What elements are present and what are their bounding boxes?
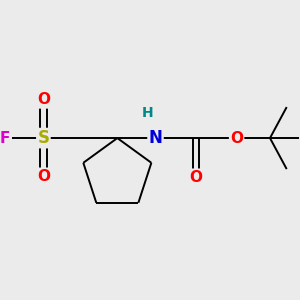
Text: N: N [148,129,162,147]
Text: O: O [190,170,202,185]
Text: O: O [37,169,50,184]
Text: O: O [230,130,243,146]
Text: F: F [0,130,11,146]
Text: S: S [38,129,50,147]
Text: O: O [37,92,50,107]
Text: H: H [142,106,153,120]
